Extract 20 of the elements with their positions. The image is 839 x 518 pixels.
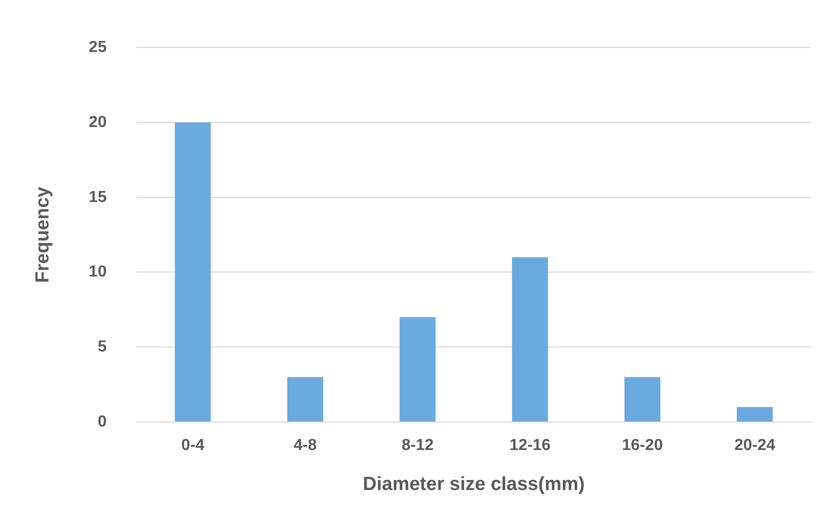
x-tick-label: 8-12 <box>402 437 434 454</box>
bar <box>736 407 773 422</box>
y-tick-label: 10 <box>88 264 107 281</box>
y-axis-title: Frequency <box>32 186 54 283</box>
bar <box>287 377 324 422</box>
y-tick-label: 0 <box>98 413 107 430</box>
bar <box>512 257 548 422</box>
y-tick-label: 15 <box>88 188 107 206</box>
x-tick-label: 16-20 <box>622 437 663 454</box>
bar <box>624 377 660 422</box>
bar <box>400 317 436 422</box>
x-tick-label: 12-16 <box>510 437 551 454</box>
y-tick-label: 20 <box>88 114 107 131</box>
x-tick-label: 4-8 <box>294 437 317 454</box>
bar <box>174 122 211 422</box>
x-axis-title: Diameter size class(mm) <box>362 474 585 495</box>
x-tick-label: 0-4 <box>181 437 204 454</box>
y-tick-label: 5 <box>98 338 107 356</box>
y-tick-label: 25 <box>88 39 107 56</box>
x-tick-label: 20-24 <box>734 437 776 454</box>
